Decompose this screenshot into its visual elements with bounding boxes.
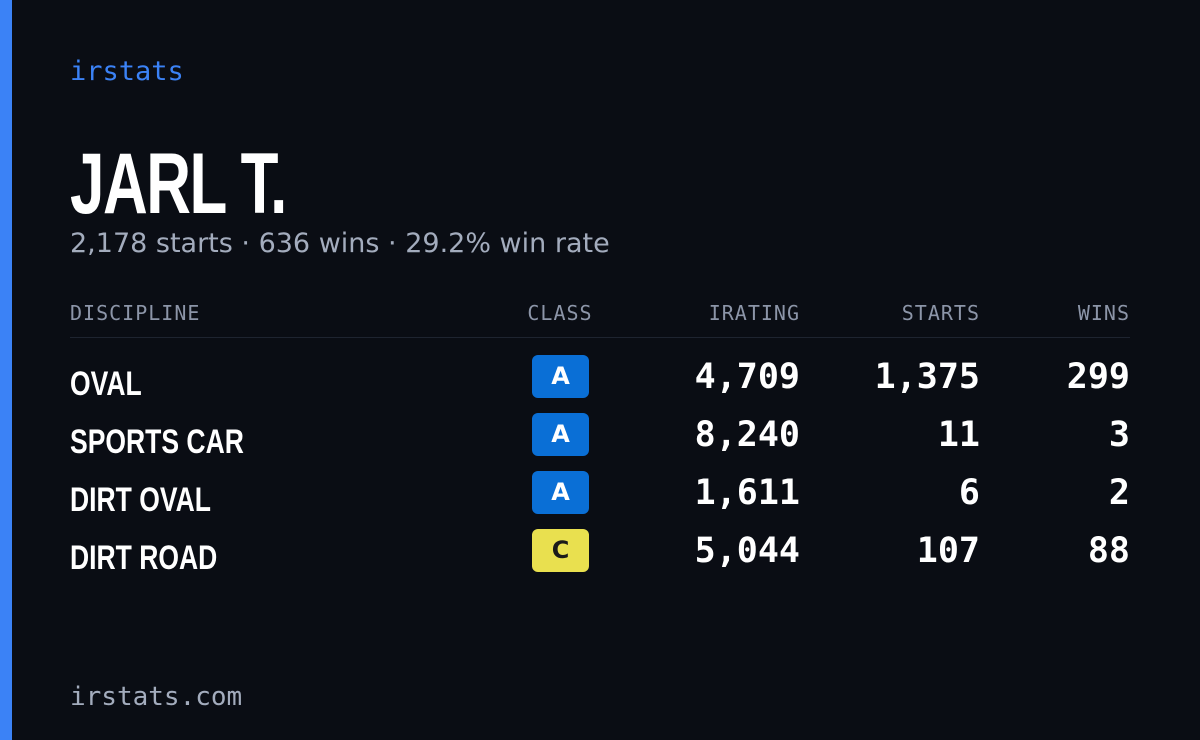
class-badge: A [532, 413, 589, 456]
accent-bar [0, 0, 12, 740]
discipline: DIRT OVAL [70, 481, 211, 519]
class-badge: A [532, 355, 589, 398]
divider [70, 337, 1130, 338]
class-badge: C [532, 529, 589, 572]
irating: 4,709 [694, 357, 800, 397]
column-header: IRATING [708, 301, 800, 325]
irating: 1,611 [694, 473, 800, 513]
footer-url: irstats.com [70, 682, 243, 712]
discipline: SPORTS CAR [70, 423, 244, 461]
logo: irstats [70, 56, 184, 87]
starts: 1,375 [874, 357, 980, 397]
driver-name: JARL T. [70, 136, 287, 232]
column-header: STARTS [901, 301, 980, 325]
wins: 299 [1066, 357, 1130, 397]
column-header: DISCIPLINE [70, 301, 201, 325]
summary: 2,178 starts · 636 wins · 29.2% win rate [70, 228, 610, 259]
column-header: WINS [1077, 301, 1130, 325]
discipline: OVAL [70, 365, 142, 403]
discipline: DIRT ROAD [70, 539, 218, 577]
wins: 88 [1087, 531, 1130, 571]
class-badge: A [532, 471, 589, 514]
starts: 6 [958, 473, 980, 513]
starts: 11 [937, 415, 980, 455]
column-header: CLASS [527, 301, 593, 325]
wins: 3 [1108, 415, 1130, 455]
irating: 5,044 [694, 531, 800, 571]
irating: 8,240 [694, 415, 800, 455]
wins: 2 [1108, 473, 1130, 513]
starts: 107 [916, 531, 980, 571]
